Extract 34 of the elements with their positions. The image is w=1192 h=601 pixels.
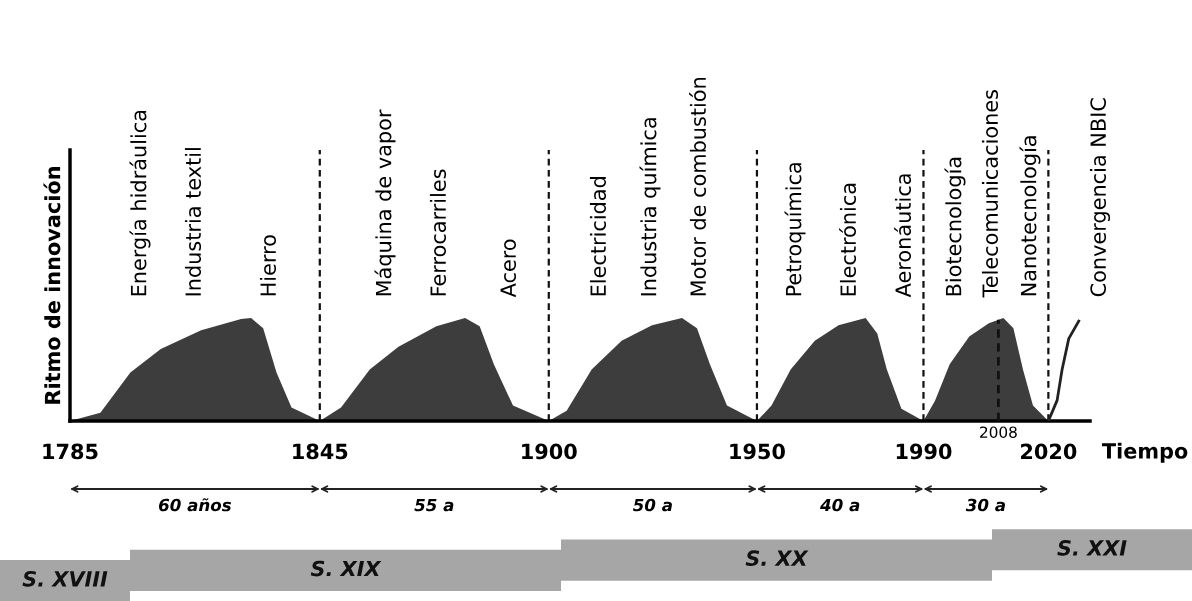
- x-tick-label: 1990: [896, 443, 952, 460]
- text: Hierro: [259, 235, 277, 296]
- text: 55 a: [414, 498, 454, 512]
- text: Industria textil: [184, 148, 202, 296]
- text: Nanotecnología: [1019, 136, 1041, 296]
- text: 40 a: [820, 498, 860, 512]
- text: S. XXI: [1057, 540, 1127, 556]
- text: Industria química: [639, 118, 661, 296]
- x-tick-label: 2020: [1021, 443, 1077, 460]
- text: Electricidad: [589, 177, 607, 296]
- text: S. XX: [745, 550, 809, 567]
- text: Máquina de vapor: [374, 109, 396, 296]
- ref-line-label: 2008: [980, 426, 1017, 438]
- text: 50 a: [632, 498, 672, 512]
- text: Petroquímica: [784, 163, 806, 296]
- x-tick-label: 1845: [293, 443, 348, 460]
- text: S. XIX: [310, 560, 382, 577]
- text: Ferrocarriles: [429, 169, 447, 296]
- text: 30 a: [965, 498, 1005, 512]
- x-axis-title: Tiempo: [1101, 442, 1188, 463]
- text: Acero: [500, 239, 517, 298]
- text: Motor de combustión: [689, 78, 707, 296]
- text: Convergencia NBIC: [1089, 98, 1111, 297]
- text: Biotecnología: [944, 157, 966, 296]
- text: S. XVIII: [22, 570, 108, 587]
- text: Aeronáutica: [894, 174, 912, 298]
- x-tick-label: 1785: [43, 443, 98, 460]
- text: Energía hidráulica: [129, 110, 151, 296]
- y-axis-title: Ritmo de innovación: [43, 167, 61, 404]
- text: 60 años: [158, 498, 232, 512]
- text: Electrónica: [839, 183, 857, 296]
- x-tick-label: 1900: [522, 443, 577, 460]
- x-tick-label: 1950: [730, 443, 785, 460]
- text: Telecomunicaciones: [981, 90, 999, 298]
